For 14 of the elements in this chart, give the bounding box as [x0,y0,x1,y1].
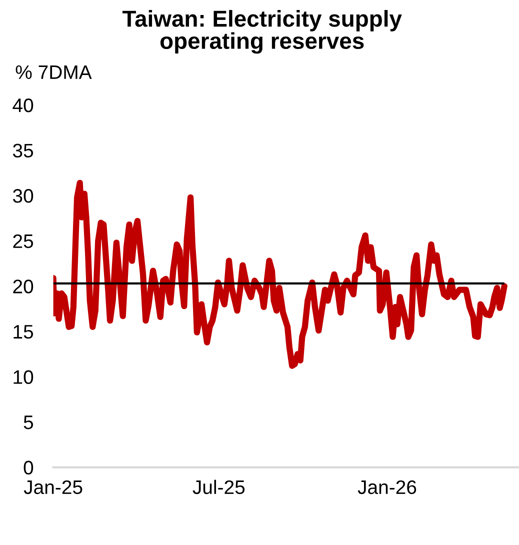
y-tick-label: 15 [14,325,34,339]
y-tick-label: 5 [24,416,34,430]
y-tick-label: 0 [24,460,34,475]
y-tick-label: 35 [12,144,34,158]
x-tick-label: Jan-26 [358,480,416,494]
y-tick-label: 10 [14,370,34,384]
y-tick-label: 20 [13,280,34,294]
y-tick-label: 40 [12,98,34,112]
x-tick-label: Jan-25 [24,480,82,494]
y-axis-title: % 7DMA [16,65,92,79]
x-tick-label: Jul-25 [192,480,245,494]
y-tick-label: 25 [13,234,34,248]
chart-title: Taiwan: Electricity supply operating reserves [122,10,402,54]
y-tick-label: 30 [12,189,34,203]
